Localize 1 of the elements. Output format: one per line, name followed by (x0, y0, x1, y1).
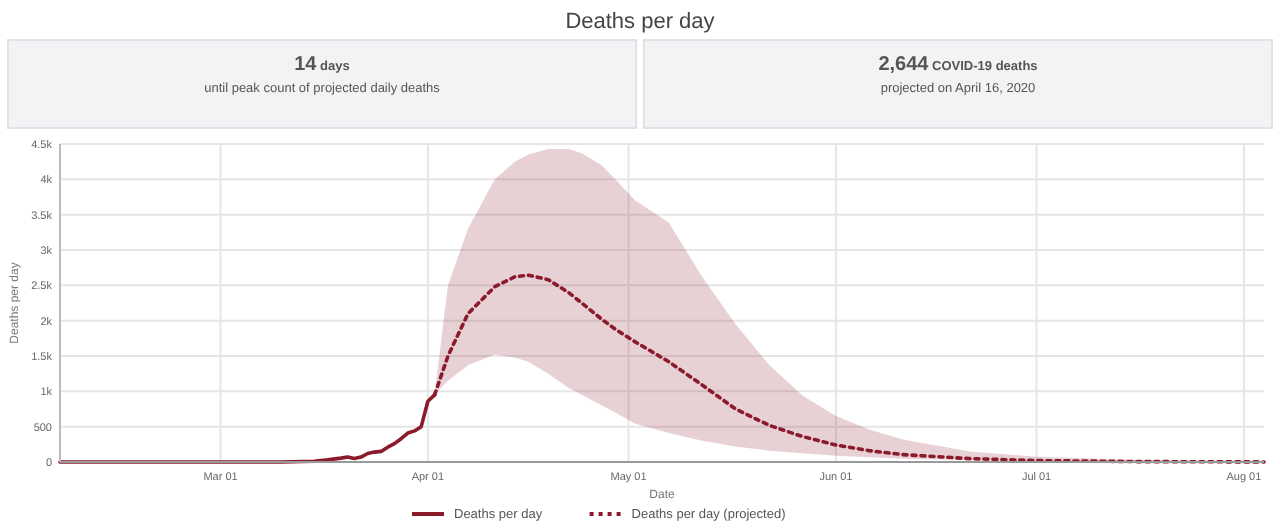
chart-title: Deaths per day (565, 10, 716, 34)
